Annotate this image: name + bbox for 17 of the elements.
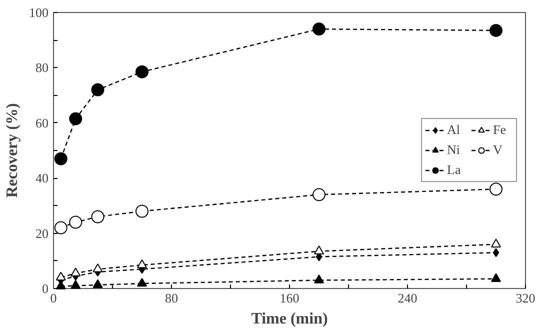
y-tick-label: 0 [42,281,48,296]
y-tick-label: 20 [36,226,48,241]
y-axis-title: Recovery (%) [4,103,21,198]
x-tick-label: 320 [516,290,536,306]
legend-label: La [447,162,462,178]
legend-label: Al [447,122,461,138]
legend-label: Fe [493,122,507,138]
y-tick-label: 100 [29,5,48,20]
y-tick-label: 80 [36,60,48,76]
y-tick-label: 40 [36,170,48,186]
x-tick-label: 160 [280,290,300,306]
x-tick-label: 240 [398,290,418,306]
legend-label: Ni [447,142,461,158]
legend-label: V [493,142,504,158]
y-tick-label: 60 [36,115,48,130]
x-tick-label: 80 [165,290,178,306]
x-axis-title: Time (min) [251,310,328,328]
